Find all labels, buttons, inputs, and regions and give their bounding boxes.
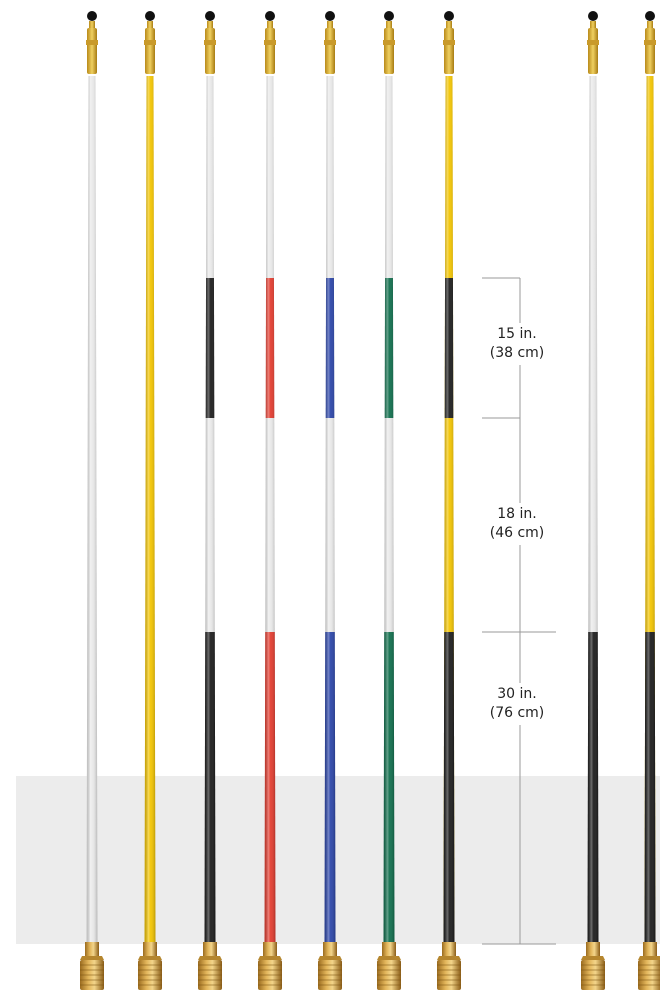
dimension-label-30in: 30 in. (76 cm) <box>472 683 562 725</box>
dimension-15in-metric: (38 cm) <box>489 345 545 361</box>
pole-yellow-black <box>437 11 461 990</box>
pole-top-neck <box>446 21 452 29</box>
pole-top-neck <box>89 21 95 29</box>
pole-shading <box>264 76 276 944</box>
pole-top-neck <box>207 21 213 29</box>
pole-top-ball <box>444 11 454 21</box>
pole-top-ferrule <box>325 28 335 74</box>
pole-top-ferrule <box>384 28 394 74</box>
pole-base-collar <box>323 942 337 956</box>
pole-base-flange <box>80 956 104 960</box>
pole-base-flange <box>198 956 222 960</box>
pole-top-neck <box>327 21 333 29</box>
pole-shading <box>383 76 395 944</box>
pole-base-flange <box>638 956 660 960</box>
pole-base-collar <box>85 942 99 956</box>
pole-top-ball <box>205 11 215 21</box>
pole-top-ferrule <box>87 28 97 74</box>
pole-top-collar <box>264 40 276 45</box>
pole-shading <box>443 76 455 944</box>
pole-base-collar <box>203 942 217 956</box>
pole-base-collar <box>143 942 157 956</box>
pole-white <box>80 11 104 990</box>
pole-yellow <box>138 11 162 990</box>
pole-base-collar <box>586 942 600 956</box>
dimension-label-15in: 15 in. (38 cm) <box>472 323 562 365</box>
pole-base-collar <box>643 942 657 956</box>
pole-shading <box>204 76 216 944</box>
dimension-18in-metric: (46 cm) <box>489 525 545 541</box>
pole-base-flange <box>318 956 342 960</box>
pole-top-collar <box>383 40 395 45</box>
pole-base-flange <box>437 956 461 960</box>
dimension-label-18in: 18 in. (46 cm) <box>472 503 562 545</box>
pole-shading <box>324 76 336 944</box>
pole-shading <box>144 76 156 944</box>
pole-top-collar <box>86 40 98 45</box>
pole-shading <box>644 76 656 944</box>
pole-base-flange <box>138 956 162 960</box>
dimension-lines <box>482 277 556 945</box>
pole-top-ball <box>384 11 394 21</box>
pole-white-blue <box>318 11 342 990</box>
pole-top-neck <box>267 21 273 29</box>
pole-white-black-bottom <box>581 11 605 990</box>
pole-top-ferrule <box>444 28 454 74</box>
pole-top-collar <box>324 40 336 45</box>
pole-base-flange <box>377 956 401 960</box>
pole-base-flange <box>258 956 282 960</box>
pole-top-ball <box>87 11 97 21</box>
pole-top-neck <box>386 21 392 29</box>
pole-top-collar <box>644 40 656 45</box>
pole-top-ferrule <box>205 28 215 74</box>
pole-top-ball <box>145 11 155 21</box>
pole-top-neck <box>590 21 596 29</box>
pole-top-ferrule <box>588 28 598 74</box>
pole-shading <box>86 76 98 944</box>
pole-top-ferrule <box>145 28 155 74</box>
dimension-15in-imperial: 15 in. <box>497 326 537 342</box>
pole-top-ball <box>265 11 275 21</box>
dimension-30in-metric: (76 cm) <box>489 705 545 721</box>
pole-top-ball <box>588 11 598 21</box>
pole-top-ferrule <box>265 28 275 74</box>
pole-top-collar <box>443 40 455 45</box>
pole-top-collar <box>587 40 599 45</box>
pole-white-red <box>258 11 282 990</box>
dimension-30in-imperial: 30 in. <box>497 686 537 702</box>
pole-top-neck <box>647 21 653 29</box>
ground-area <box>16 776 660 944</box>
pole-top-ball <box>325 11 335 21</box>
pole-white-black <box>198 11 222 990</box>
pole-shading <box>587 76 599 944</box>
pole-top-ball <box>645 11 655 21</box>
pole-base-collar <box>382 942 396 956</box>
pole-yellow-black-bottom <box>638 11 660 990</box>
pole-base-flange <box>581 956 605 960</box>
poles-layer <box>80 11 660 990</box>
pole-base-collar <box>442 942 456 956</box>
pole-top-collar <box>204 40 216 45</box>
pole-top-collar <box>144 40 156 45</box>
dimension-18in-imperial: 18 in. <box>497 506 537 522</box>
pole-base-collar <box>263 942 277 956</box>
pole-top-neck <box>147 21 153 29</box>
pole-top-ferrule <box>645 28 655 74</box>
pole-white-green <box>377 11 401 990</box>
